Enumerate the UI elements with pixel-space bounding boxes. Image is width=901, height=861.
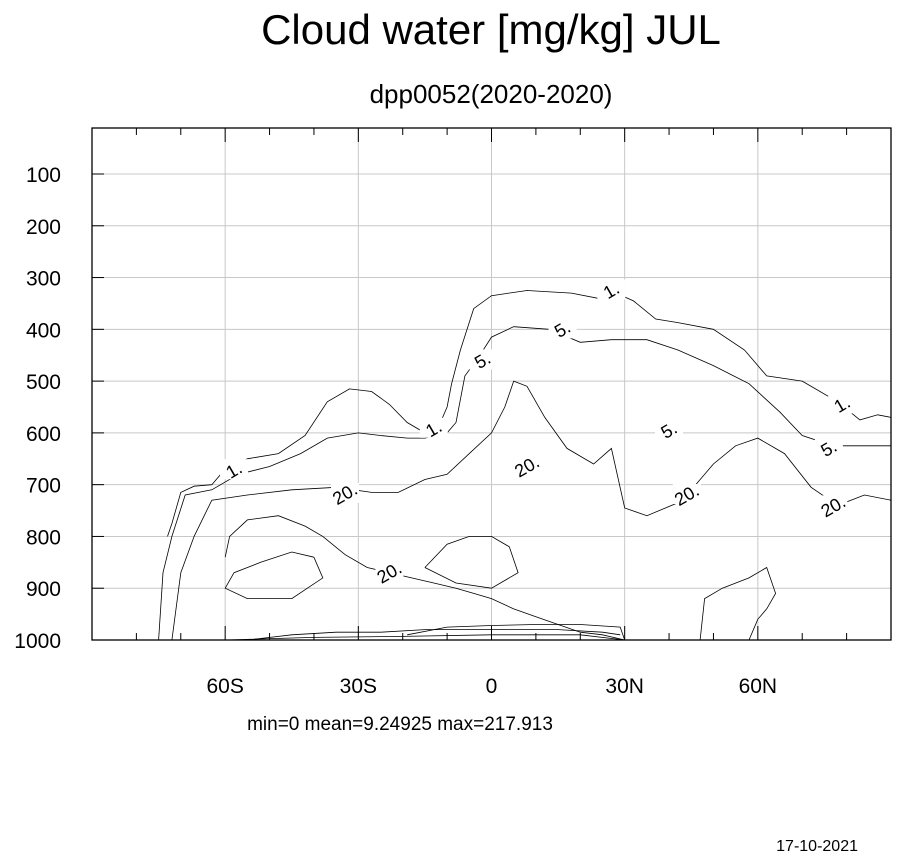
x-tick-label: 0 (486, 675, 498, 698)
y-tick-label: 400 (26, 319, 61, 342)
y-tick-label: 500 (26, 371, 61, 394)
x-tick-label: 30N (605, 675, 644, 698)
contour-label-background (375, 561, 404, 582)
y-tick-label: 100 (26, 164, 61, 187)
stats-text: min=0 mean=9.24925 max=217.913 (247, 714, 553, 735)
y-tick-label: 600 (26, 423, 61, 446)
axis-ticks (92, 128, 848, 641)
contour-label-background (819, 495, 848, 516)
contour-line-1 (167, 290, 892, 537)
y-tick-label: 900 (26, 578, 61, 601)
contour-labels: 1.1.1.1.5.5.5.5.20.20.20. 20.20. (220, 278, 857, 588)
contour-line-20 (224, 515, 625, 641)
contour-label-background (672, 484, 701, 505)
y-tick-label: 200 (26, 216, 61, 239)
contour-label-background (548, 318, 577, 339)
chart-title: Cloud water [mg/kg] JUL (261, 6, 721, 53)
x-axis-tick-labels: 60S 30S 0 30N 60N (206, 675, 777, 698)
y-axis-tick-labels: 100 200 300 400 500 600 700 800 900 1000 (14, 164, 61, 653)
x-tick-label: 60N (739, 675, 778, 698)
y-tick-label: 700 (26, 475, 61, 498)
contour-line-20 (424, 536, 519, 589)
contour-label-background (220, 459, 249, 480)
contour-label-background (655, 419, 684, 440)
contour-label-background (331, 482, 360, 503)
x-tick-label: 60S (206, 675, 243, 698)
contour-line-5 (158, 326, 891, 641)
chart-subtitle: dpp0052(2020-2020) (370, 79, 613, 109)
contour-line-20 (407, 624, 626, 641)
contour-label-background (419, 417, 448, 438)
y-tick-label: 1000 (14, 630, 61, 653)
contour-line-20 (699, 566, 777, 641)
y-tick-label: 800 (26, 526, 61, 549)
contour-line-20 (171, 380, 892, 641)
contour-label-background (513, 455, 542, 476)
date-stamp: 17-10-2021 (776, 838, 858, 855)
contour-label-background (828, 393, 857, 414)
contour-label-background (814, 437, 843, 458)
grid (92, 128, 891, 640)
contour-label-background (468, 349, 497, 370)
x-tick-label: 30S (340, 675, 377, 698)
contour-label-background (597, 279, 626, 300)
contour-line-20 (224, 551, 324, 599)
y-tick-label: 300 (26, 268, 61, 291)
